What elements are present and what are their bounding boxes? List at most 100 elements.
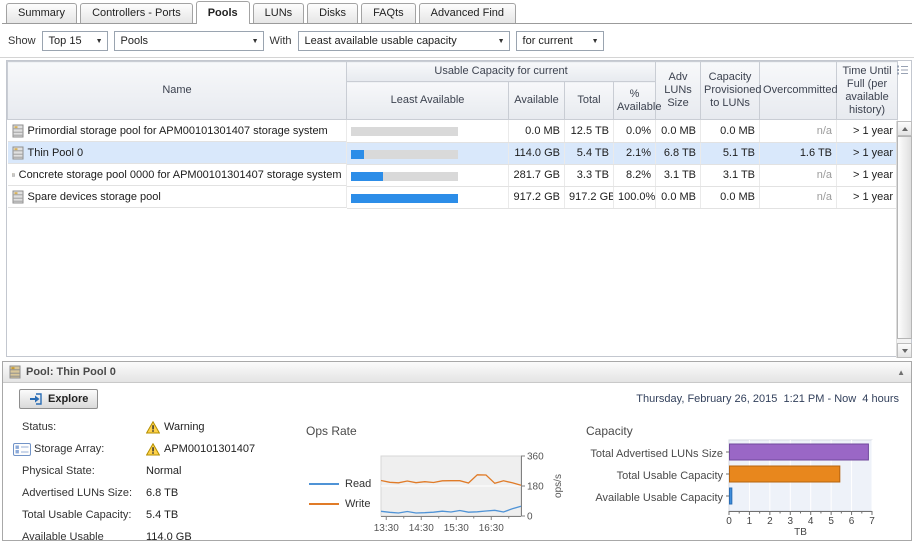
cell-provisioned[interactable]: 0.0 MB — [700, 186, 761, 209]
cell-overcommitted[interactable]: n/a — [759, 186, 838, 209]
table-row[interactable]: Concrete storage pool 0000 for APM001013… — [7, 164, 899, 187]
tab-advanced-find[interactable]: Advanced Find — [418, 3, 517, 23]
cell-pool-name[interactable]: Primordial storage pool for APM001013014… — [7, 120, 347, 142]
cell-adv-luns[interactable]: 0.0 MB — [655, 186, 702, 209]
tab-faqts[interactable]: FAQts — [361, 3, 416, 23]
least-available-bar-fill — [350, 193, 458, 203]
collapse-panel-button[interactable]: ▲ — [897, 367, 905, 377]
metric-dropdown[interactable]: Least available usable capacity ▼ — [297, 31, 510, 51]
category-label: Available Usable Capacity — [595, 492, 723, 504]
least-available-bar — [350, 127, 458, 137]
cell-overcommitted[interactable]: n/a — [759, 164, 838, 187]
cell-overcommitted[interactable]: n/a — [759, 119, 838, 143]
cell-provisioned[interactable]: 3.1 TB — [700, 164, 761, 187]
column-header-name[interactable]: Name — [7, 61, 347, 120]
tab-pools[interactable]: Pools — [195, 1, 250, 24]
cell-least-available[interactable] — [346, 119, 509, 143]
column-header-total[interactable]: Total — [564, 81, 614, 120]
svg-text:16:30: 16:30 — [479, 523, 504, 534]
filter-bar: Show Top 15 ▼ Pools ▼ With Least availab… — [8, 31, 604, 51]
cell-adv-luns[interactable]: 6.8 TB — [655, 142, 702, 165]
category-label: Total Advertised LUNs Size — [590, 448, 723, 460]
field-label: Available Usable — [22, 531, 104, 541]
cell-total[interactable]: 12.5 TB — [564, 119, 614, 143]
cell-time-until-full[interactable]: > 1 year — [836, 186, 899, 209]
cell-pool-name[interactable]: Thin Pool 0 — [7, 142, 347, 164]
least-available-bar — [350, 171, 458, 181]
pool-name-text: Primordial storage pool for APM001013014… — [27, 124, 328, 137]
tab-disks[interactable]: Disks — [307, 3, 359, 23]
field-value: 6.8 TB — [146, 487, 179, 499]
column-header-overcommitted[interactable]: Overcommitted — [759, 61, 838, 120]
scroll-down-button[interactable] — [897, 343, 912, 358]
scroll-up-button[interactable] — [897, 121, 912, 136]
cell-time-until-full[interactable]: > 1 year — [836, 142, 899, 165]
svg-text:360: 360 — [527, 452, 544, 463]
entity-dropdown[interactable]: Pools ▼ — [113, 31, 264, 51]
column-header-provisioned[interactable]: Capacity Provisioned to LUNs — [700, 61, 762, 120]
pool-name-text: Thin Pool 0 — [27, 146, 84, 159]
legend-item-write: Write — [309, 494, 371, 514]
cell-total[interactable]: 3.3 TB — [564, 164, 614, 187]
cell-overcommitted[interactable]: 1.6 TB — [759, 142, 838, 165]
cell-pct-available[interactable]: 8.2% — [613, 164, 657, 187]
cell-time-until-full[interactable]: > 1 year — [836, 164, 899, 187]
svg-text:180: 180 — [527, 482, 544, 493]
top-n-dropdown[interactable]: Top 15 ▼ — [41, 31, 108, 51]
cell-available[interactable]: 917.2 GB — [508, 186, 565, 209]
table-scrollbar[interactable] — [896, 121, 912, 358]
show-label: Show — [8, 35, 36, 47]
cell-available[interactable]: 0.0 MB — [508, 119, 565, 143]
field-label: Storage Array: — [34, 443, 105, 455]
cell-least-available[interactable] — [346, 164, 509, 187]
cell-total[interactable]: 917.2 GB — [564, 186, 614, 209]
tabbar: Summary Controllers - Ports Pools LUNs D… — [6, 1, 517, 24]
capacity-title: Capacity — [586, 424, 633, 438]
panel-title: Pool: Thin Pool 0 — [26, 366, 116, 378]
cell-provisioned[interactable]: 0.0 MB — [700, 119, 761, 143]
cell-pool-name[interactable]: Concrete storage pool 0000 for APM001013… — [7, 164, 347, 186]
table-row[interactable]: Primordial storage pool for APM001013014… — [7, 119, 899, 143]
column-header-least-available[interactable]: Least Available — [346, 81, 509, 120]
scrollbar-thumb[interactable] — [897, 136, 912, 339]
cell-adv-luns[interactable]: 0.0 MB — [655, 119, 702, 143]
table-row[interactable]: Spare devices storage pool 917.2 GB 917.… — [7, 186, 899, 209]
write-line-swatch — [309, 503, 339, 505]
arrow-up-icon — [901, 126, 908, 131]
cell-pct-available[interactable]: 0.0% — [613, 119, 657, 143]
column-header-available[interactable]: Available — [508, 81, 565, 120]
cell-pool-name[interactable]: Spare devices storage pool — [7, 186, 347, 208]
field-label: Physical State: — [22, 465, 95, 477]
cell-time-until-full[interactable]: > 1 year — [836, 119, 899, 143]
pool-detail-panel: Pool: Thin Pool 0 ▲ Explore Thursday, Fe… — [2, 361, 912, 541]
cell-pct-available[interactable]: 100.0% — [613, 186, 657, 209]
cell-least-available[interactable] — [346, 142, 509, 165]
svg-text:ops/s: ops/s — [553, 474, 564, 498]
column-header-time-until-full[interactable]: Time Until Full (per available history) — [836, 61, 899, 120]
top-n-value: Top 15 — [48, 35, 82, 47]
column-header-adv-luns-size[interactable]: Adv LUNs Size — [655, 61, 702, 120]
cell-adv-luns[interactable]: 3.1 TB — [655, 164, 702, 187]
field-value[interactable]: APM00101301407 — [164, 443, 256, 455]
pool-name-text: Concrete storage pool 0000 for APM001013… — [18, 168, 342, 181]
panel-header: Pool: Thin Pool 0 ▲ — [3, 362, 911, 383]
pool-icon — [12, 124, 23, 137]
cell-total[interactable]: 5.4 TB — [564, 142, 614, 165]
cell-provisioned[interactable]: 5.1 TB — [700, 142, 761, 165]
explore-button[interactable]: Explore — [19, 389, 99, 409]
tab-summary[interactable]: Summary — [6, 3, 78, 23]
cell-available[interactable]: 281.7 GB — [508, 164, 565, 187]
cell-available[interactable]: 114.0 GB — [508, 142, 565, 165]
cell-least-available[interactable] — [346, 186, 509, 209]
column-header-pct-available[interactable]: % Available — [612, 81, 661, 120]
period-dropdown[interactable]: for current ▼ — [515, 31, 604, 51]
cell-pct-available[interactable]: 2.1% — [613, 142, 657, 165]
column-group-usable-capacity: Usable Capacity for current — [345, 61, 657, 82]
tab-controllers-ports[interactable]: Controllers - Ports — [80, 3, 193, 23]
warning-icon — [146, 442, 160, 455]
pool-properties: Status: Warning Storage Array: APM001013… — [13, 416, 293, 541]
tab-luns[interactable]: LUNs — [252, 3, 305, 23]
column-chooser-icon[interactable] — [896, 64, 909, 79]
with-label: With — [269, 35, 292, 47]
table-row-selected[interactable]: Thin Pool 0 114.0 GB 5.4 TB 2.1% 6.8 TB … — [7, 142, 899, 165]
